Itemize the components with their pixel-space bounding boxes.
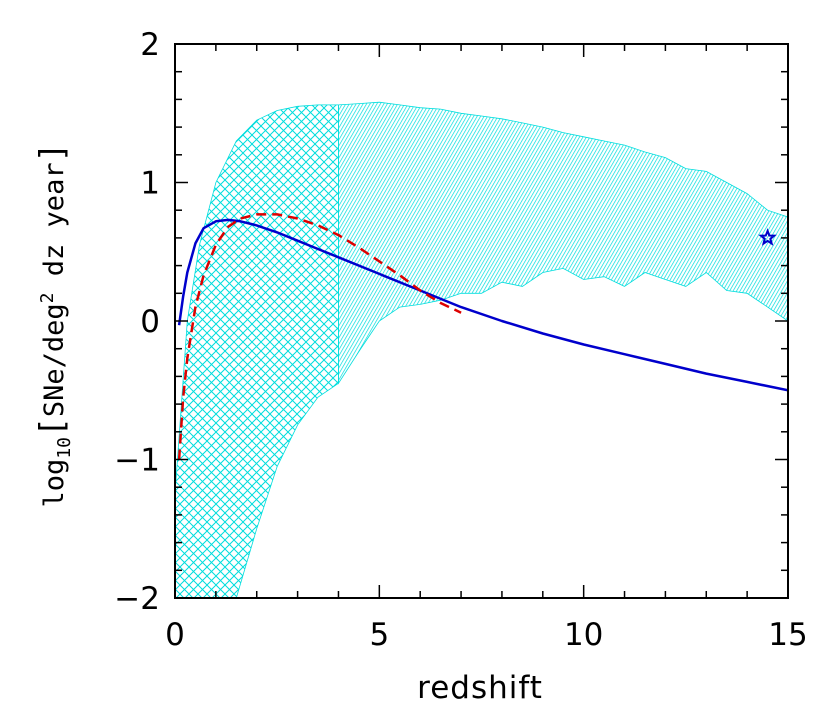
markers-layer bbox=[758, 228, 777, 246]
series-2-dashed-line bbox=[177, 213, 462, 460]
x-tick-label: 15 bbox=[768, 617, 807, 653]
y-label-bracket-open: [ bbox=[32, 417, 71, 437]
tick-labels-layer: 0 5 10 15 −2 −1 0 1 2 bbox=[114, 27, 807, 653]
y-label-bracket-close: ] bbox=[32, 143, 71, 163]
x-axis-label: redshift bbox=[417, 670, 543, 706]
y-tick-label: 2 bbox=[140, 27, 160, 63]
y-axis-label: log10[SNe/deg2 dz year] bbox=[32, 143, 75, 508]
y-tick-label: 0 bbox=[140, 304, 160, 340]
series-1-solid-line bbox=[177, 218, 788, 392]
y-tick-label: 1 bbox=[140, 166, 160, 202]
band-1-crosshatch bbox=[175, 104, 339, 598]
bands-layer bbox=[175, 101, 788, 598]
y-label-sub: 10 bbox=[54, 437, 75, 459]
x-tick-label: 5 bbox=[369, 617, 389, 653]
y-label-sup: 2 bbox=[37, 292, 58, 303]
band-2-dense bbox=[338, 101, 788, 385]
x-tick-label: 0 bbox=[165, 617, 185, 653]
y-tick-label: −2 bbox=[114, 581, 160, 617]
star-marker bbox=[758, 228, 777, 246]
y-label-main: SNe/deg bbox=[39, 303, 70, 417]
y-tick-label: −1 bbox=[114, 443, 160, 479]
ticks-layer bbox=[174, 43, 789, 599]
y-label-prefix: log bbox=[39, 459, 70, 508]
x-tick-label: 10 bbox=[564, 617, 603, 653]
y-label-suffix: dz year bbox=[39, 162, 70, 292]
series-layer bbox=[177, 213, 788, 460]
